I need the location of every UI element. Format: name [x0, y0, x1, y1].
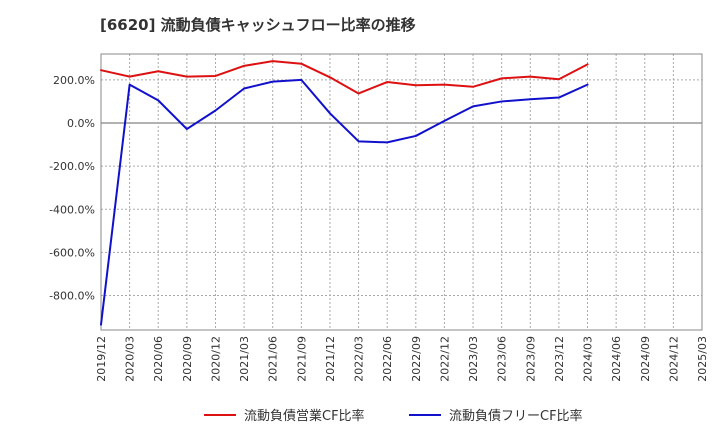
y-tick-label: -200.0% [49, 160, 95, 173]
x-tick-label: 2019/12 [95, 336, 108, 382]
x-tick-label: 2023/12 [553, 336, 566, 382]
legend-label: 流動負債フリーCF比率 [449, 408, 583, 424]
y-tick-label: 0.0% [67, 117, 95, 130]
y-axis-ticks: 200.0% 0.0% -200.0% -400.0% -600.0% -800.0% [49, 74, 95, 303]
x-tick-label: 2022/12 [438, 336, 451, 382]
x-tick-label: 2022/03 [353, 336, 366, 382]
x-tick-label: 2024/06 [610, 336, 623, 382]
x-tick-label: 2024/03 [582, 336, 595, 382]
legend-label: 流動負債営業CF比率 [244, 408, 365, 424]
x-tick-label: 2021/09 [295, 336, 308, 382]
y-tick-label: 200.0% [53, 74, 95, 87]
series-lines [100, 60, 589, 326]
y-tick-label: -800.0% [49, 290, 95, 303]
series-line-free-cf [100, 78, 589, 326]
plot-frame [100, 53, 703, 331]
x-tick-label: 2020/03 [124, 336, 137, 382]
x-tick-label: 2020/06 [152, 336, 165, 382]
x-axis-ticks: 2019/12 2020/03 2020/06 2020/09 2020/12 2021/… [95, 336, 709, 382]
legend: 流動負債営業CF比率 流動負債フリーCF比率 [204, 408, 583, 424]
x-tick-label: 2021/06 [267, 336, 280, 382]
x-tick-label: 2023/06 [496, 336, 509, 382]
x-tick-label: 2024/09 [639, 336, 652, 382]
x-tick-label: 2021/03 [238, 336, 251, 382]
x-tick-label: 2023/03 [467, 336, 480, 382]
y-tick-label: -400.0% [49, 203, 95, 216]
x-tick-label: 2020/12 [209, 336, 222, 382]
series-line-operating-cf [100, 60, 589, 95]
y-tick-label: -600.0% [49, 246, 95, 259]
plot-background [101, 54, 702, 330]
x-tick-label: 2024/12 [667, 336, 680, 382]
x-tick-label: 2022/09 [410, 336, 423, 382]
x-tick-label: 2025/03 [696, 336, 709, 382]
x-tick-label: 2022/06 [381, 336, 394, 382]
x-tick-label: 2021/12 [324, 336, 337, 382]
chart-title: [6620] 流動負債キャッシュフロー比率の推移 [100, 16, 416, 34]
x-tick-label: 2020/09 [181, 336, 194, 382]
grid-lines [101, 54, 702, 330]
x-tick-label: 2023/09 [524, 336, 537, 382]
